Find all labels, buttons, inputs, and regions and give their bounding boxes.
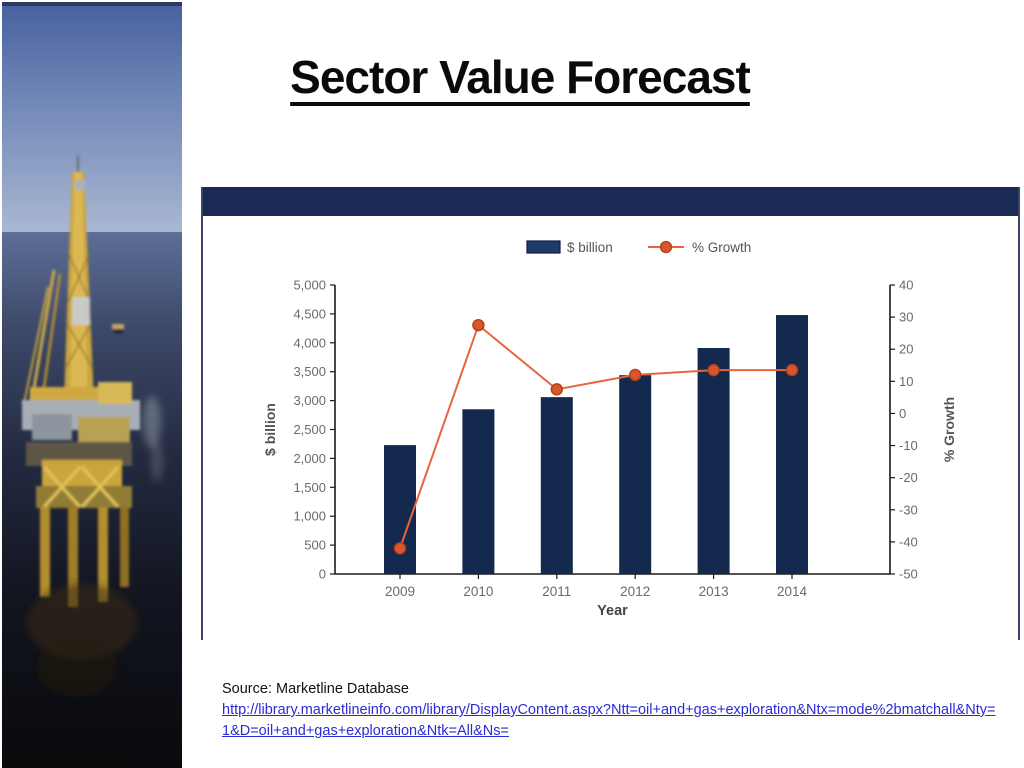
growth-marker-2013 xyxy=(707,363,720,377)
x-axis-tick-label: 2011 xyxy=(542,584,571,599)
smoke xyxy=(143,396,163,482)
right-axis-tick-label: 10 xyxy=(899,374,913,389)
water-reflection xyxy=(27,584,137,697)
source-link-line-2[interactable]: 1&D=oil+and+gas+exploration&Ntk=All&Ns= xyxy=(222,723,509,739)
growth-marker-2009 xyxy=(393,542,407,555)
legend-line-marker xyxy=(659,240,673,254)
sky xyxy=(2,2,182,234)
left-axis-tick-label: 3,000 xyxy=(293,393,326,408)
bar-2014 xyxy=(776,315,808,574)
x-axis-tick-label: 2014 xyxy=(777,584,808,599)
source-label: Source: Marketline Database xyxy=(222,681,409,697)
page-title-text: Sector Value Forecast xyxy=(290,51,751,103)
growth-marker-2014 xyxy=(785,363,799,377)
figure-caption-bar: Figure 18: Global oil & gas exploration … xyxy=(203,187,1018,216)
right-axis-tick-label: -10 xyxy=(899,438,918,453)
left-axis-tick-label: 4,000 xyxy=(293,335,326,350)
right-axis-tick-label: 0 xyxy=(899,406,906,421)
right-axis-tick-label: -40 xyxy=(899,534,918,549)
right-axis-tick-label: 30 xyxy=(899,310,913,325)
x-axis-tick-label: 2010 xyxy=(463,584,493,599)
x-axis-tick-label: 2012 xyxy=(620,584,650,599)
bar-2009 xyxy=(384,445,416,574)
page-title: Sector Value Forecast xyxy=(195,50,845,104)
right-axis-title: % Growth xyxy=(941,397,957,462)
left-axis-tick-label: 5,000 xyxy=(293,278,326,293)
source-link-line-1[interactable]: http://library.marketlineinfo.com/librar… xyxy=(222,702,996,718)
bar-2010 xyxy=(462,409,495,574)
left-axis-tick-label: 500 xyxy=(304,538,326,553)
left-axis-tick-label: 1,000 xyxy=(293,509,326,524)
left-axis-tick-label: 4,500 xyxy=(293,306,326,321)
platform-structure xyxy=(22,382,140,607)
flare-booms xyxy=(23,269,62,405)
chart-canvas: $ billion % Growth 0 500 1,000 1,500 2,000 2,50… xyxy=(262,240,957,619)
right-axis-tick-label: -30 xyxy=(899,502,918,517)
photo-top-edge xyxy=(2,2,182,6)
bar-2011 xyxy=(540,397,573,574)
growth-marker-2011 xyxy=(550,383,563,396)
right-axis-tick-label: 40 xyxy=(899,278,913,293)
legend-bar-swatch xyxy=(526,240,561,254)
x-axis-tick-label: 2013 xyxy=(699,584,729,599)
oil-rig-photo xyxy=(2,2,182,768)
x-axis-title: Year xyxy=(597,603,628,619)
distant-vessel xyxy=(112,324,124,333)
bar-2012 xyxy=(619,375,652,574)
source-block: Source: Marketline Database http://libra… xyxy=(222,679,1020,742)
left-axis-tick-label: 2,000 xyxy=(293,451,326,466)
bar-2013 xyxy=(697,348,730,574)
legend-line-label: % Growth xyxy=(692,240,751,255)
derrick-tower xyxy=(64,155,94,402)
left-axis-tick-label: 3,500 xyxy=(293,364,326,379)
source-link[interactable]: http://library.marketlineinfo.com/librar… xyxy=(222,700,1020,742)
chart-area: $ billion % Growth 0 500 1,000 1,500 2,000 2,50… xyxy=(203,216,1018,640)
left-axis-tick-label: 2,500 xyxy=(293,422,326,437)
left-axis-tick-label: 0 xyxy=(319,567,326,582)
left-axis-title: $ billion xyxy=(262,403,278,456)
left-axis-tick-label: 1,500 xyxy=(293,480,326,495)
x-axis-tick-label: 2009 xyxy=(385,584,415,599)
legend-bar-label: $ billion xyxy=(567,240,613,255)
growth-line xyxy=(399,323,792,549)
chart-figure: Figure 18: Global oil & gas exploration … xyxy=(201,187,1020,640)
right-axis-tick-label: -20 xyxy=(899,470,918,485)
right-axis-tick-label: 20 xyxy=(899,342,913,357)
right-axis-tick-label: -50 xyxy=(899,567,918,582)
growth-marker-2010 xyxy=(472,318,485,332)
growth-marker-2012 xyxy=(629,368,642,382)
